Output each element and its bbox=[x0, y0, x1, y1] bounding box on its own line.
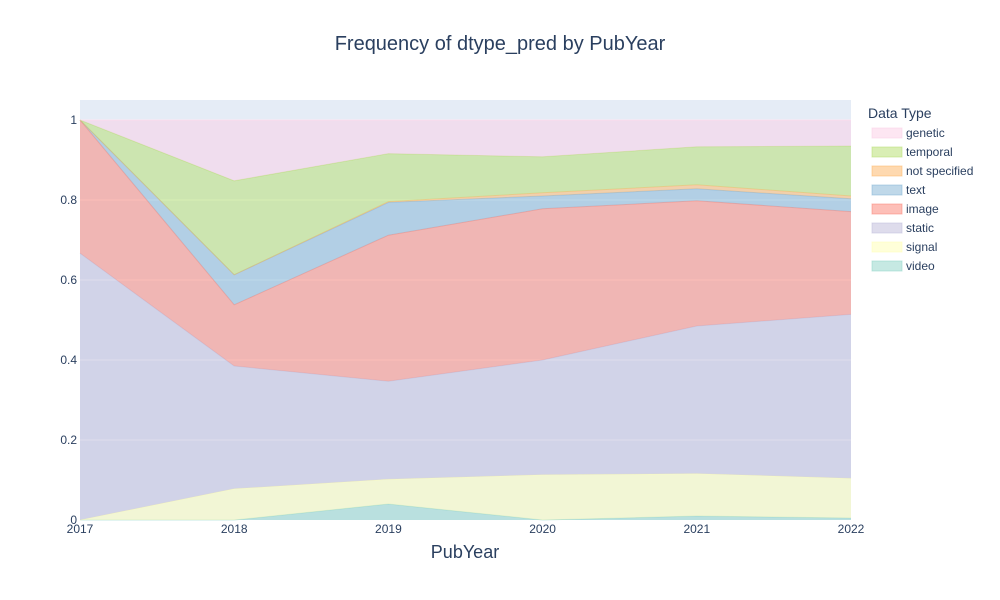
area-image[interactable] bbox=[80, 120, 851, 382]
y-tick-label: 0.6 bbox=[60, 273, 77, 287]
x-tick-label: 2020 bbox=[529, 522, 556, 536]
area-temporal[interactable] bbox=[80, 120, 851, 275]
legend-label: temporal bbox=[906, 145, 953, 159]
area-line-image bbox=[79, 119, 852, 306]
y-tick-label: 0 bbox=[70, 513, 77, 527]
legend-label: text bbox=[906, 183, 926, 197]
x-tick-label: 2021 bbox=[683, 522, 710, 536]
legend-title: Data Type bbox=[868, 105, 932, 121]
legend-label: video bbox=[906, 259, 935, 273]
legend-swatch bbox=[871, 146, 903, 158]
area-line-static bbox=[79, 252, 852, 382]
legend-item-temporal[interactable]: temporal bbox=[871, 145, 953, 159]
x-axis-title: PubYear bbox=[431, 542, 499, 562]
area-genetic[interactable] bbox=[80, 120, 851, 181]
x-tick-label: 2018 bbox=[221, 522, 248, 536]
area-static[interactable] bbox=[80, 253, 851, 520]
legend-label: not specified bbox=[906, 164, 973, 178]
legend-swatch bbox=[871, 260, 903, 272]
legend-item-image[interactable]: image bbox=[871, 202, 939, 216]
x-axis-ticks: 2017 2018 2019 2020 2021 2022 bbox=[67, 522, 865, 536]
legend-label: genetic bbox=[906, 126, 945, 140]
y-tick-label: 0.2 bbox=[60, 433, 77, 447]
y-tick-label: 0.4 bbox=[60, 353, 77, 367]
legend-swatch bbox=[871, 241, 903, 253]
legend-label: static bbox=[906, 221, 934, 235]
legend-item-video[interactable]: video bbox=[871, 259, 935, 273]
x-tick-label: 2019 bbox=[375, 522, 402, 536]
chart-title: Frequency of dtype_pred by PubYear bbox=[335, 33, 666, 55]
legend[interactable]: genetic temporal not specified text image sta… bbox=[871, 126, 973, 273]
area-text[interactable] bbox=[80, 120, 851, 305]
area-signal[interactable] bbox=[80, 473, 851, 520]
legend-item-genetic[interactable]: genetic bbox=[871, 126, 945, 140]
y-tick-label: 1 bbox=[70, 113, 77, 127]
legend-swatch bbox=[871, 127, 903, 139]
stacked-areas bbox=[79, 119, 852, 521]
legend-swatch bbox=[871, 222, 903, 234]
legend-swatch bbox=[871, 165, 903, 177]
x-tick-label: 2022 bbox=[838, 522, 865, 536]
y-axis-ticks: 0 0.2 0.4 0.6 0.8 1 bbox=[60, 113, 77, 527]
legend-label: image bbox=[906, 202, 939, 216]
legend-item-signal[interactable]: signal bbox=[871, 240, 937, 254]
x-tick-label: 2017 bbox=[67, 522, 94, 536]
legend-item-text[interactable]: text bbox=[871, 183, 926, 197]
legend-swatch bbox=[871, 203, 903, 215]
legend-item-static[interactable]: static bbox=[871, 221, 934, 235]
legend-item-not-specified[interactable]: not specified bbox=[871, 164, 973, 178]
legend-swatch bbox=[871, 184, 903, 196]
y-tick-label: 0.8 bbox=[60, 193, 77, 207]
legend-label: signal bbox=[906, 240, 937, 254]
